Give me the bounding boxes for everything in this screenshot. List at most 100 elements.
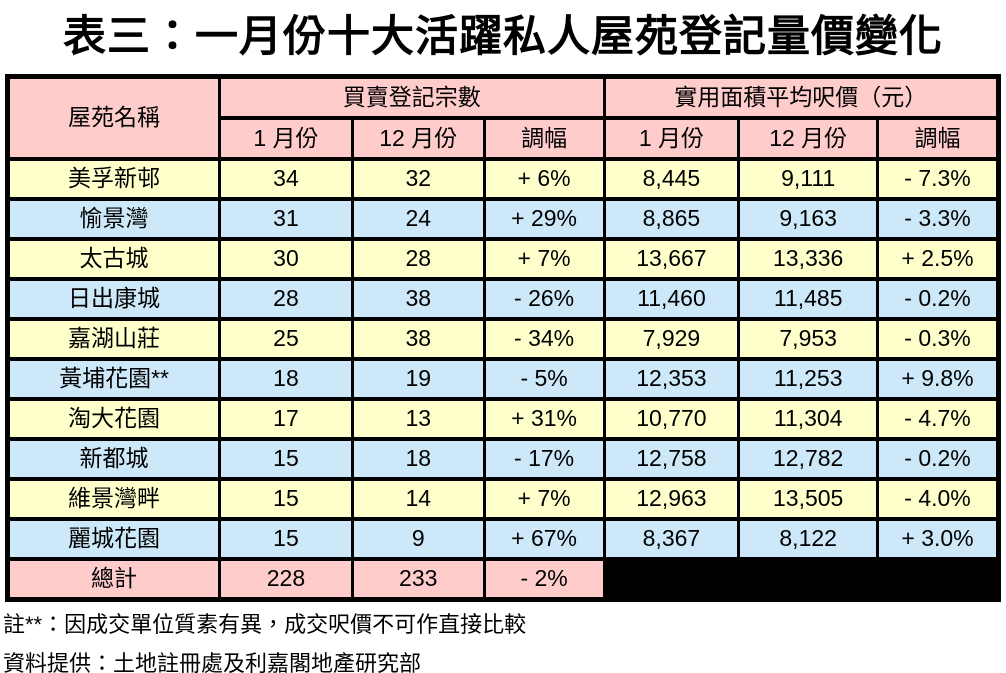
price-change-cell: - 4.7% xyxy=(876,397,1000,441)
reg-change-cell: - 17% xyxy=(482,437,606,481)
total-reg-change-cell: - 2% xyxy=(482,557,606,602)
header-price-jan: 1 月份 xyxy=(602,116,741,161)
price-change-cell: - 7.3% xyxy=(876,157,1000,201)
estate-name-cell: 愉景灣 xyxy=(5,197,222,241)
table-row: 黃埔花園** 18 19 - 5% 12,353 11,253 + 9.8% xyxy=(5,357,1000,401)
price-jan-cell: 12,758 xyxy=(602,437,741,481)
estate-name-cell: 淘大花園 xyxy=(5,397,222,441)
price-jan-cell: 12,353 xyxy=(602,357,741,401)
table-row: 淘大花園 17 13 + 31% 10,770 11,304 - 4.7% xyxy=(5,397,1000,441)
total-blackout-cell xyxy=(602,557,1001,602)
reg-change-cell: - 5% xyxy=(482,357,606,401)
reg-change-cell: + 7% xyxy=(482,237,606,281)
header-reg-jan: 1 月份 xyxy=(218,116,354,161)
reg-jan-cell: 17 xyxy=(218,397,354,441)
price-jan-cell: 12,963 xyxy=(602,477,741,521)
estate-name-cell: 麗城花園 xyxy=(5,517,222,561)
price-change-cell: - 3.3% xyxy=(876,197,1000,241)
reg-dec-cell: 28 xyxy=(350,237,486,281)
reg-jan-cell: 15 xyxy=(218,517,354,561)
reg-dec-cell: 38 xyxy=(350,277,486,321)
price-jan-cell: 7,929 xyxy=(602,317,741,361)
estate-name-cell: 太古城 xyxy=(5,237,222,281)
reg-jan-cell: 31 xyxy=(218,197,354,241)
price-change-cell: + 2.5% xyxy=(876,237,1000,281)
header-row-groups: 屋苑名稱 買賣登記宗數 實用面積平均呎價（元） xyxy=(5,74,1001,161)
footnote-quality-note: 註**：因成交單位質素有異，成交呎價不可作直接比較 xyxy=(3,612,527,637)
reg-jan-cell: 25 xyxy=(218,317,354,361)
reg-dec-cell: 19 xyxy=(350,357,486,401)
header-estate-name: 屋苑名稱 xyxy=(5,74,222,161)
table-row: 新都城 15 18 - 17% 12,758 12,782 - 0.2% xyxy=(5,437,1000,481)
price-change-cell: - 4.0% xyxy=(876,477,1000,521)
price-change-cell: - 0.2% xyxy=(876,437,1000,481)
reg-dec-cell: 24 xyxy=(350,197,486,241)
total-row: 總計 228 233 - 2% xyxy=(5,557,1001,602)
header-row-sub: 1 月份 12 月份 調幅 1 月份 12 月份 調幅 xyxy=(8,116,1000,161)
reg-jan-cell: 18 xyxy=(218,357,354,401)
reg-dec-cell: 14 xyxy=(350,477,486,521)
table-row: 麗城花園 15 9 + 67% 8,367 8,122 + 3.0% xyxy=(5,517,1000,561)
reg-dec-cell: 18 xyxy=(350,437,486,481)
price-dec-cell: 8,122 xyxy=(737,517,880,561)
reg-jan-cell: 15 xyxy=(218,437,354,481)
price-dec-cell: 11,485 xyxy=(737,277,880,321)
price-dec-cell: 9,163 xyxy=(737,197,880,241)
header-reg-dec: 12 月份 xyxy=(350,116,486,161)
price-dec-cell: 7,953 xyxy=(737,317,880,361)
reg-jan-cell: 15 xyxy=(218,477,354,521)
table-row: 維景灣畔 15 14 + 7% 12,963 13,505 - 4.0% xyxy=(5,477,1000,521)
table-row: 太古城 30 28 + 7% 13,667 13,336 + 2.5% xyxy=(5,237,1000,281)
table-row: 日出康城 28 38 - 26% 11,460 11,485 - 0.2% xyxy=(5,277,1000,321)
price-dec-cell: 13,336 xyxy=(737,237,880,281)
price-dec-cell: 12,782 xyxy=(737,437,880,481)
price-jan-cell: 11,460 xyxy=(602,277,741,321)
table-row: 嘉湖山莊 25 38 - 34% 7,929 7,953 - 0.3% xyxy=(5,317,1000,361)
estate-table: 屋苑名稱 買賣登記宗數 實用面積平均呎價（元） 1 月份 12 月份 調幅 1 … xyxy=(5,74,1001,602)
price-dec-cell: 9,111 xyxy=(737,157,880,201)
price-dec-cell: 11,304 xyxy=(737,397,880,441)
header-price-group: 實用面積平均呎價（元） xyxy=(602,74,1001,120)
price-change-cell: - 0.3% xyxy=(876,317,1000,361)
reg-dec-cell: 38 xyxy=(350,317,486,361)
reg-change-cell: + 29% xyxy=(482,197,606,241)
price-dec-cell: 11,253 xyxy=(737,357,880,401)
reg-jan-cell: 28 xyxy=(218,277,354,321)
estate-name-cell: 嘉湖山莊 xyxy=(5,317,222,361)
estate-name-cell: 黃埔花園** xyxy=(5,357,222,401)
total-reg-dec-cell: 233 xyxy=(350,557,486,602)
reg-dec-cell: 32 xyxy=(350,157,486,201)
price-dec-cell: 13,505 xyxy=(737,477,880,521)
reg-jan-cell: 34 xyxy=(218,157,354,201)
price-jan-cell: 13,667 xyxy=(602,237,741,281)
total-label-cell: 總計 xyxy=(5,557,222,602)
price-jan-cell: 8,445 xyxy=(602,157,741,201)
footnotes: 註**：因成交單位質素有異，成交呎價不可作直接比較 資料提供：土地註冊處及利嘉閣… xyxy=(3,612,1006,673)
header-price-change: 調幅 xyxy=(876,116,1000,161)
reg-jan-cell: 30 xyxy=(218,237,354,281)
estate-name-cell: 新都城 xyxy=(5,437,222,481)
price-change-cell: + 3.0% xyxy=(876,517,1000,561)
price-jan-cell: 10,770 xyxy=(602,397,741,441)
estate-name-cell: 維景灣畔 xyxy=(5,477,222,521)
estate-name-cell: 美孚新邨 xyxy=(5,157,222,201)
total-reg-jan-cell: 228 xyxy=(218,557,354,602)
reg-change-cell: + 7% xyxy=(482,477,606,521)
header-reg-change: 調幅 xyxy=(482,116,606,161)
reg-dec-cell: 13 xyxy=(350,397,486,441)
footnote-source: 資料提供：土地註冊處及利嘉閣地產研究部 xyxy=(3,651,422,673)
price-jan-cell: 8,367 xyxy=(602,517,741,561)
reg-change-cell: + 67% xyxy=(482,517,606,561)
price-change-cell: - 0.2% xyxy=(876,277,1000,321)
reg-dec-cell: 9 xyxy=(350,517,486,561)
header-price-dec: 12 月份 xyxy=(737,116,880,161)
table-row: 愉景灣 31 24 + 29% 8,865 9,163 - 3.3% xyxy=(5,197,1000,241)
reg-change-cell: - 34% xyxy=(482,317,606,361)
reg-change-cell: + 31% xyxy=(482,397,606,441)
estate-name-cell: 日出康城 xyxy=(5,277,222,321)
table-row: 美孚新邨 34 32 + 6% 8,445 9,111 - 7.3% xyxy=(5,157,1000,201)
page-title: 表三：一月份十大活躍私人屋苑登記量價變化 xyxy=(63,13,943,61)
reg-change-cell: + 6% xyxy=(482,157,606,201)
header-registrations-group: 買賣登記宗數 xyxy=(218,74,606,120)
